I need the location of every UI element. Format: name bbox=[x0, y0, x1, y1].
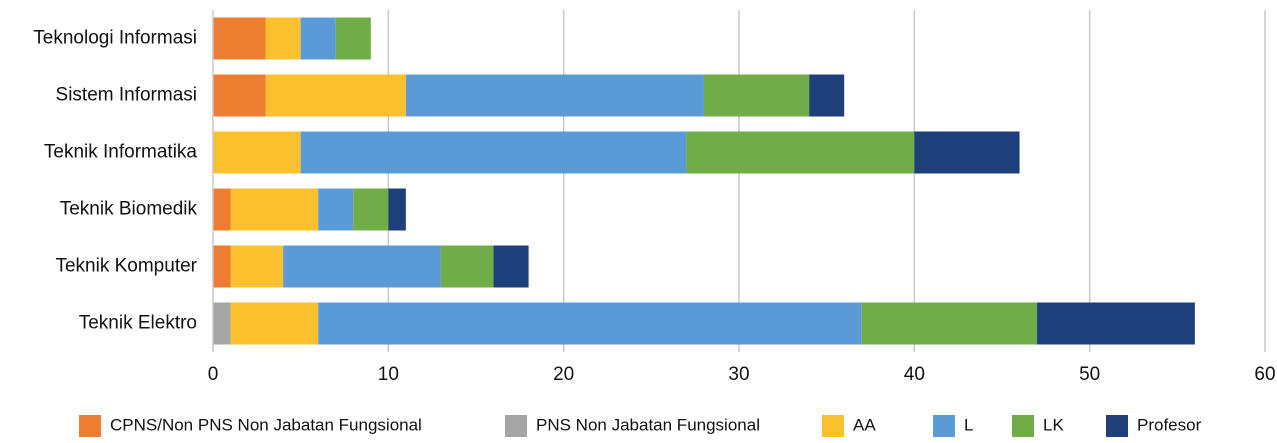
bar-segment bbox=[213, 245, 231, 288]
bar-segment bbox=[300, 17, 336, 60]
legend-label: PNS Non Jabatan Fungsional bbox=[536, 415, 760, 434]
bar-segment bbox=[405, 74, 704, 117]
legend-label: LK bbox=[1043, 415, 1064, 434]
bar-segment bbox=[318, 188, 354, 231]
legend-label: Profesor bbox=[1137, 415, 1202, 434]
bar-segment bbox=[861, 302, 1038, 345]
legend-swatch bbox=[1012, 415, 1034, 437]
bar-segment bbox=[809, 74, 845, 117]
x-tick-label: 0 bbox=[208, 364, 219, 385]
category-label: Teknik Biomedik bbox=[60, 199, 198, 220]
bar-segment bbox=[914, 131, 1020, 174]
legend-swatch bbox=[79, 415, 101, 437]
legend-swatch bbox=[505, 415, 527, 437]
bar-segment bbox=[213, 74, 266, 117]
bar-segment bbox=[353, 188, 389, 231]
bar-segment bbox=[703, 74, 810, 117]
x-tick-label: 60 bbox=[1254, 364, 1275, 385]
x-tick-label: 50 bbox=[1079, 364, 1100, 385]
bar-segment bbox=[388, 188, 406, 231]
bar-segment bbox=[230, 188, 319, 231]
x-tick-label: 30 bbox=[728, 364, 749, 385]
bar-segment bbox=[318, 302, 862, 345]
bar-segment bbox=[1037, 302, 1195, 345]
category-label: Teknik Komputer bbox=[55, 256, 197, 277]
bar-segment bbox=[213, 188, 231, 231]
legend-swatch bbox=[822, 415, 844, 437]
category-label: Teknik Elektro bbox=[79, 313, 197, 334]
x-tick-label: 10 bbox=[378, 364, 399, 385]
bar-segment bbox=[686, 131, 915, 174]
x-tick-label: 40 bbox=[904, 364, 925, 385]
bar-segment bbox=[213, 131, 301, 174]
bar-segment bbox=[493, 245, 529, 288]
bar-segment bbox=[230, 245, 284, 288]
bar-segment bbox=[440, 245, 494, 288]
bar-segment bbox=[265, 74, 406, 117]
x-tick-label: 20 bbox=[553, 364, 574, 385]
bar-segment bbox=[213, 17, 266, 60]
category-label: Teknik Informatika bbox=[44, 142, 198, 163]
bar-segment bbox=[230, 302, 319, 345]
category-label: Sistem Informasi bbox=[56, 85, 197, 106]
bar-segment bbox=[335, 17, 371, 60]
legend-label: CPNS/Non PNS Non Jabatan Fungsional bbox=[110, 415, 422, 434]
category-label: Teknologi Informasi bbox=[33, 28, 197, 49]
legend-swatch bbox=[1106, 415, 1128, 437]
bar-segment bbox=[265, 17, 301, 60]
bar-segment bbox=[300, 131, 687, 174]
legend-label: AA bbox=[853, 415, 876, 434]
bar-segment bbox=[283, 245, 441, 288]
bar-segment bbox=[213, 302, 231, 345]
legend-label: L bbox=[964, 415, 973, 434]
legend-swatch bbox=[933, 415, 955, 437]
